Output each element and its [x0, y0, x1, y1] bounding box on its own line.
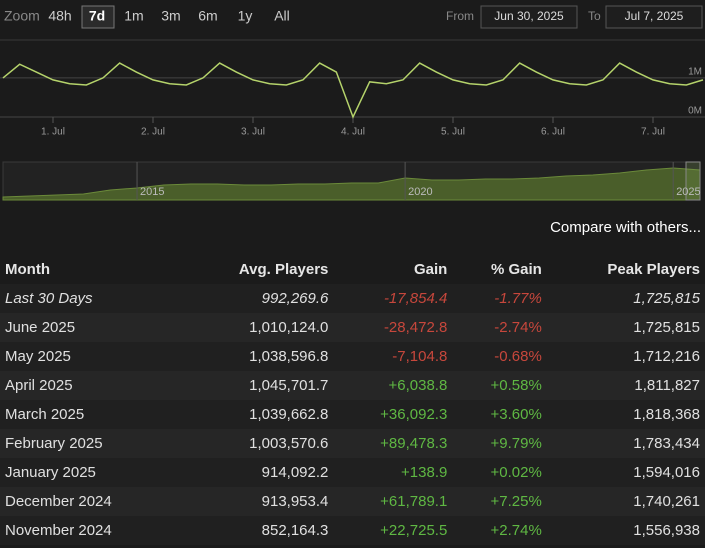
table-cell: 914,092.2 — [179, 458, 334, 487]
table-cell: 1,811,827 — [546, 371, 705, 400]
header-row: Month Avg. Players Gain% Gain Peak Players — [0, 255, 705, 284]
table-cell: -28,472.8 — [333, 313, 453, 342]
stats-table: Month Avg. Players Gain% Gain Peak Players L… — [0, 255, 705, 545]
table-cell: November 2024 — [0, 516, 180, 545]
zoom-button[interactable]: All — [274, 8, 290, 24]
zoom-label: Zoom — [4, 8, 40, 24]
to-value: Jul 7, 2025 — [625, 9, 684, 23]
x-tick-label: 2020 — [408, 186, 432, 198]
to-label: To — [588, 9, 601, 23]
table-cell: March 2025 — [0, 400, 180, 429]
table-cell: 1,038,596.8 — [179, 342, 334, 371]
table-cell: +3.60% — [452, 400, 547, 429]
from-value: Jun 30, 2025 — [494, 9, 564, 23]
chart-panel: Zoom 48h 7d 1m 3m 6m 1y All From Jun 30, 2025 To Ju… — [0, 5, 705, 201]
table-cell: December 2024 — [0, 487, 180, 516]
zoom-button[interactable]: 1y — [238, 8, 253, 24]
table-row: March 2025 1,039,662.8 +36,092.3 +3.60% 1,81… — [0, 400, 705, 429]
x-tick-label: 2025 — [676, 186, 700, 198]
table-row: June 2025 1,010,124.0 -28,472.8 -2.74% 1,725… — [0, 313, 705, 342]
zoom-button[interactable]: 6m — [198, 8, 217, 24]
table-cell: +7.25% — [452, 487, 547, 516]
series-line — [2, 62, 704, 119]
to-input[interactable] — [605, 5, 703, 29]
table-cell: +6,038.8 — [333, 371, 453, 400]
table-row: January 2025 914,092.2 +138.9 +0.02% 1,594,0… — [0, 458, 705, 487]
table-cell: -2.74% — [452, 313, 547, 342]
table-cell: -1.77% — [452, 284, 547, 313]
table-cell: +89,478.3 — [333, 429, 453, 458]
x-tick-label: 4. Jul — [341, 127, 365, 138]
table-row: Last 30 Days 992,269.6 -17,854.4 -1.77% 1,72… — [0, 284, 705, 313]
table-cell: 1,594,016 — [546, 458, 705, 487]
table-cell: 1,003,570.6 — [179, 429, 334, 458]
navigator-area — [2, 167, 701, 201]
table-cell: 992,269.6 — [179, 284, 334, 313]
table-cell: April 2025 — [0, 371, 180, 400]
table-cell: -7,104.8 — [333, 342, 453, 371]
column-header: % Gain — [452, 255, 547, 284]
x-tick-label: 7. Jul — [641, 127, 665, 138]
x-tick-label: 3. Jul — [241, 127, 265, 138]
zoom-button[interactable]: 3m — [161, 8, 180, 24]
table-cell: 913,953.4 — [179, 487, 334, 516]
zoom-button[interactable]: 48h — [48, 8, 71, 24]
table-cell: +61,789.1 — [333, 487, 453, 516]
navigator-selection[interactable] — [685, 161, 701, 201]
table-cell: +0.02% — [452, 458, 547, 487]
zoom-selected-frame — [81, 5, 115, 29]
table-cell: 1,818,368 — [546, 400, 705, 429]
table-cell: +2.74% — [452, 516, 547, 545]
table-cell: June 2025 — [0, 313, 180, 342]
y-tick-label: 1M — [688, 67, 702, 78]
table-cell: 1,725,815 — [546, 313, 705, 342]
zoom-button[interactable]: 1m — [124, 8, 143, 24]
table-cell: 1,010,124.0 — [179, 313, 334, 342]
table-cell: 1,725,815 — [546, 284, 705, 313]
table-cell: 852,164.3 — [179, 516, 334, 545]
table-cell: May 2025 — [0, 342, 180, 371]
table-row: April 2025 1,045,701.7 +6,038.8 +0.58% 1,811… — [0, 371, 705, 400]
table-cell: -0.68% — [452, 342, 547, 371]
table-cell: +0.58% — [452, 371, 547, 400]
table-cell: +22,725.5 — [333, 516, 453, 545]
x-tick-label: 1. Jul — [41, 127, 65, 138]
table-cell: January 2025 — [0, 458, 180, 487]
column-header: Peak Players — [546, 255, 705, 284]
y-tick-label: 0M — [688, 106, 702, 117]
table-cell: 1,712,216 — [546, 342, 705, 371]
table-cell: 1,783,434 — [546, 429, 705, 458]
table-cell: 1,740,261 — [546, 487, 705, 516]
compare-link[interactable]: Compare with others... — [550, 219, 701, 236]
table-cell: 1,045,701.7 — [179, 371, 334, 400]
x-tick-label: 2015 — [140, 186, 164, 198]
table-cell: +138.9 — [333, 458, 453, 487]
table-cell: 1,039,662.8 — [179, 400, 334, 429]
table-row: November 2024 852,164.3 +22,725.5 +2.74% 1,5… — [0, 516, 705, 545]
table-cell: +9.79% — [452, 429, 547, 458]
x-tick-label: 5. Jul — [441, 127, 465, 138]
column-header: Avg. Players — [179, 255, 334, 284]
from-label: From — [446, 9, 474, 23]
table-cell: Last 30 Days — [0, 284, 180, 313]
compare-row: Compare with others... — [0, 205, 705, 255]
table-row: December 2024 913,953.4 +61,789.1 +7.25% 1,7… — [0, 487, 705, 516]
table-row: May 2025 1,038,596.8 -7,104.8 -0.68% 1,712,2… — [0, 342, 705, 371]
x-tick-label: 2. Jul — [141, 127, 165, 138]
column-header: Month — [0, 255, 180, 284]
x-tick-label: 6. Jul — [541, 127, 565, 138]
from-input[interactable] — [480, 5, 578, 29]
table-cell: February 2025 — [0, 429, 180, 458]
table-cell: -17,854.4 — [333, 284, 453, 313]
column-header: Gain — [333, 255, 453, 284]
table-row: February 2025 1,003,570.6 +89,478.3 +9.79% 1… — [0, 429, 705, 458]
table-cell: +36,092.3 — [333, 400, 453, 429]
zoom-button[interactable]: 7d — [89, 8, 105, 24]
table-cell: 1,556,938 — [546, 516, 705, 545]
